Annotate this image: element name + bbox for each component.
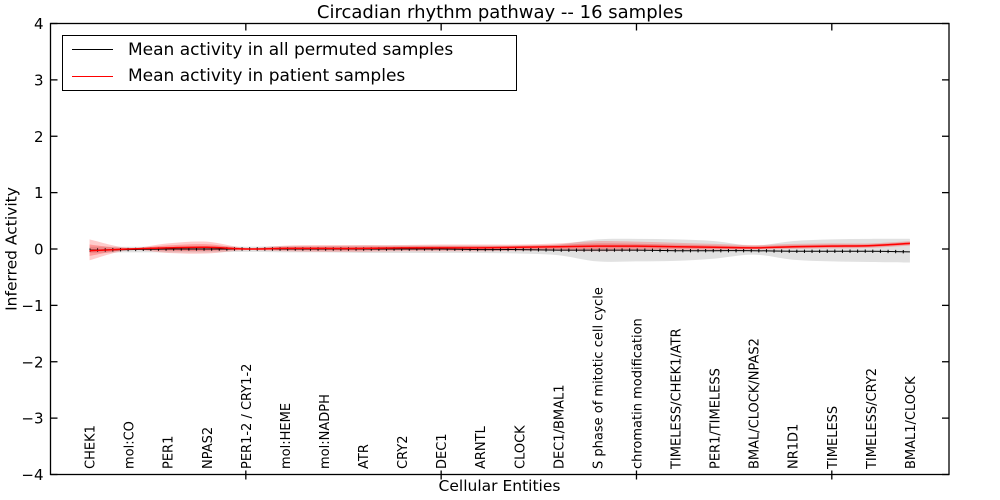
x-category-label: S phase of mitotic cell cycle <box>591 287 606 469</box>
y-tick-label: 1 <box>34 184 44 202</box>
x-category-label: CLOCK <box>513 425 528 469</box>
permuted-std-band <box>89 238 910 263</box>
legend-line-black-icon <box>72 49 113 51</box>
x-category-label: NR1D1 <box>787 424 802 469</box>
x-category-label: CRY2 <box>396 436 411 470</box>
x-category-label: mol:NADPH <box>318 394 333 469</box>
patient-mean-line <box>89 242 910 252</box>
permuted-mean-line <box>89 248 910 253</box>
x-category-label: ATR <box>357 444 372 469</box>
x-category-label: BMAL/CLOCK/NPAS2 <box>748 338 763 469</box>
legend-label-permuted: Mean activity in all permuted samples <box>128 39 454 60</box>
x-category-label: BMAL1/CLOCK <box>904 376 919 469</box>
y-tick-label: −2 <box>21 353 43 371</box>
x-axis-label: Cellular Entities <box>438 477 561 495</box>
legend-entry-permuted: Mean activity in all permuted samples <box>63 37 516 63</box>
legend-label-patient: Mean activity in patient samples <box>128 66 406 87</box>
x-category-label: NPAS2 <box>201 427 216 469</box>
x-category-label: TIMELESS/CHEK1/ATR <box>670 328 685 470</box>
x-category-label: mol:CO <box>123 421 138 469</box>
y-tick-label: −1 <box>21 297 43 315</box>
x-category-label: PER1/TIMELESS <box>709 368 724 469</box>
legend-line-red-icon <box>72 75 113 77</box>
x-category-label: TIMELESS/CRY2 <box>865 368 880 470</box>
x-category-label: mol:HEME <box>279 403 294 469</box>
y-axis-label: Inferred Activity <box>2 187 21 311</box>
x-category-label: DEC1 <box>435 433 450 469</box>
legend-entry-patient: Mean activity in patient samples <box>63 63 516 89</box>
x-category-label: PER1 <box>162 436 177 469</box>
y-tick-label: 3 <box>34 71 44 89</box>
x-category-label: ARNTL <box>474 425 489 469</box>
legend-box: Mean activity in all permuted samples Me… <box>62 35 517 91</box>
y-tick-label: −3 <box>21 410 43 428</box>
y-tick-label: 0 <box>34 241 44 259</box>
x-category-label: CHEK1 <box>84 425 99 469</box>
y-tick-label: −4 <box>21 466 43 484</box>
x-category-label: DEC1/BMAL1 <box>552 385 567 470</box>
y-tick-label: 4 <box>34 15 44 33</box>
y-tick-label: 2 <box>34 128 44 146</box>
x-category-label: chromatin modification <box>630 318 645 469</box>
x-category-label: PER1-2 / CRY1-2 <box>240 364 255 469</box>
chart-title: Circadian rhythm pathway -- 16 samples <box>316 2 684 23</box>
patient-std-band-inner <box>89 242 910 256</box>
x-category-label: TIMELESS <box>826 406 841 470</box>
